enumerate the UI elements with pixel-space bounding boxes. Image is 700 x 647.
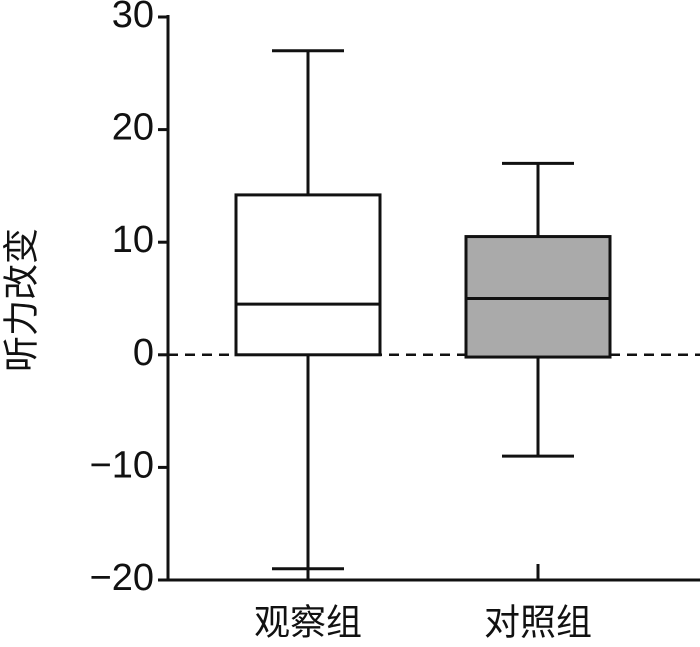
box — [234, 193, 382, 357]
box — [464, 235, 612, 359]
y-tick-label: −10 — [90, 444, 154, 486]
y-tick-label: 10 — [112, 219, 154, 261]
x-tick-label: 对照组 — [484, 602, 592, 643]
y-tick-label: 30 — [112, 0, 154, 36]
y-tick-label: −20 — [90, 557, 154, 599]
x-tick-label: 观察组 — [254, 602, 362, 643]
y-axis-label: 听力改变 — [1, 228, 42, 372]
y-tick-label: 0 — [133, 332, 154, 374]
y-tick-label: 20 — [112, 107, 154, 149]
